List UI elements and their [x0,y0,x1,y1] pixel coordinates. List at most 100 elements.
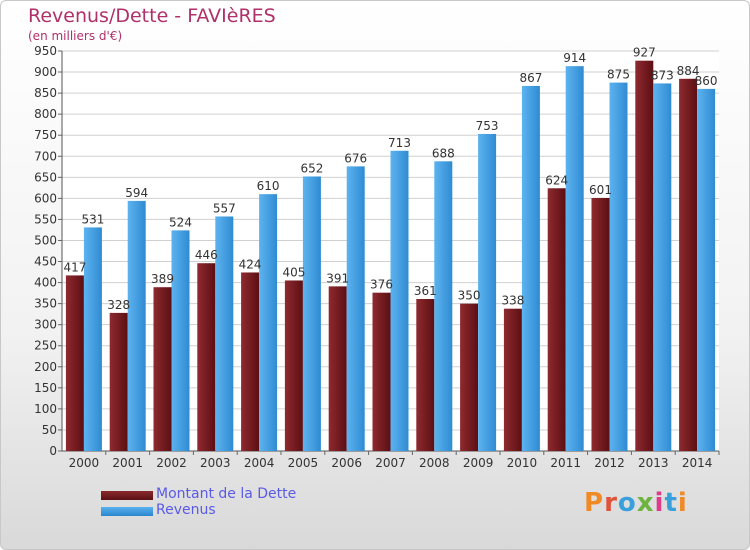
bar-debt [153,287,172,451]
data-label-debt: 417 [63,260,86,274]
bar-revenue [390,150,409,451]
bar-revenue [83,227,102,451]
data-label-revenue: 610 [257,179,280,193]
legend-swatch-debt [101,491,153,500]
logo-letter: o [617,488,637,518]
logo-letter: r [604,488,618,518]
bar-revenue [346,166,365,452]
data-label-revenue: 531 [81,212,104,226]
y-tick-label: 800 [34,107,57,121]
x-tick-label: 2011 [550,456,581,470]
logo-letter: t [664,488,678,518]
bar-revenue [127,200,146,451]
legend-swatch-revenue [101,507,153,516]
logo-letter: i [654,488,665,518]
y-tick-label: 350 [34,297,57,311]
bar-debt [591,197,610,451]
y-tick-label: 500 [34,233,57,247]
data-label-debt: 405 [282,265,305,279]
data-label-revenue: 875 [607,68,630,82]
y-tick-label: 700 [34,149,57,163]
bar-debt [416,299,435,451]
x-tick-label: 2004 [244,456,275,470]
bar-debt [241,272,260,451]
x-tick-label: 2013 [638,456,669,470]
data-label-debt: 328 [107,298,130,312]
data-label-revenue: 860 [695,74,718,88]
tick-labels: 0 50 100 150 200 250 300 350 400 450 500 550 600 650 7… [34,44,712,470]
data-labels: 417 531 328 594 389 524 446 557 424 610 405 652 391 6… [63,46,717,312]
data-label-debt: 350 [458,289,481,303]
bar-debt [547,188,566,451]
y-tick-label: 750 [34,128,57,142]
y-tick-label: 100 [34,402,57,416]
data-label-debt: 424 [239,257,262,271]
logo-letter: P [584,488,605,518]
data-label-debt: 391 [326,271,349,285]
data-label-revenue: 867 [519,71,542,85]
bar-revenue [565,66,584,451]
data-label-debt: 927 [633,46,656,60]
logo-letter: i [677,488,688,518]
bar-revenue [478,133,497,451]
data-label-debt: 884 [677,64,700,78]
bar-debt [460,303,479,451]
data-label-revenue: 713 [388,136,411,150]
x-tick-label: 2002 [156,456,187,470]
data-label-debt: 446 [195,248,218,262]
data-label-debt: 376 [370,278,393,292]
x-tick-label: 2007 [375,456,406,470]
y-tick-label: 200 [34,360,57,374]
bar-revenue [215,216,234,451]
legend-label-debt: Montant de la Dette [156,486,297,502]
y-tick-label: 600 [34,191,57,205]
bar-debt [284,280,303,451]
bar-debt [679,78,698,451]
bar-revenue [259,194,278,451]
data-label-debt: 624 [545,173,568,187]
x-tick-label: 2012 [594,456,625,470]
x-tick-label: 2006 [331,456,362,470]
data-label-revenue: 676 [344,151,367,165]
y-tick-label: 450 [34,255,57,269]
y-tick-label: 150 [34,381,57,395]
bar-revenue [609,82,628,451]
y-tick-label: 650 [34,170,57,184]
bar-revenue [653,83,672,451]
x-tick-label: 2000 [69,456,100,470]
x-tick-label: 2009 [463,456,494,470]
x-tick-label: 2001 [112,456,143,470]
bar-debt [109,312,128,451]
y-tick-label: 550 [34,212,57,226]
data-label-revenue: 753 [476,119,499,133]
data-label-revenue: 914 [563,51,586,65]
bar-revenue [697,88,716,451]
x-tick-label: 2008 [419,456,450,470]
y-tick-label: 300 [34,318,57,332]
logo-letter: x [636,488,655,518]
data-label-debt: 389 [151,272,174,286]
x-tick-label: 2003 [200,456,231,470]
bar-debt [635,60,654,452]
data-label-revenue: 557 [213,201,236,215]
x-tick-label: 2010 [507,456,538,470]
legend-label-revenue: Revenus [156,502,216,518]
data-label-revenue: 594 [125,186,148,200]
chart-subtitle: (en milliers d'€) [28,29,123,43]
chart-title: Revenus/Dette - FAVIèRES [28,5,276,27]
y-tick-label: 0 [49,444,57,458]
x-tick-label: 2005 [288,456,319,470]
bar-revenue [521,85,540,452]
y-tick-label: 400 [34,276,57,290]
bar-revenue [302,176,321,451]
bars [65,60,716,452]
y-tick-label: 950 [34,44,57,58]
bar-debt [197,263,216,451]
data-label-revenue: 652 [300,161,323,175]
y-tick-label: 50 [42,423,57,437]
y-tick-label: 900 [34,65,57,79]
bar-revenue [171,230,190,451]
proxiti-logo: Proxiti [584,488,688,518]
bar-debt [503,308,522,451]
